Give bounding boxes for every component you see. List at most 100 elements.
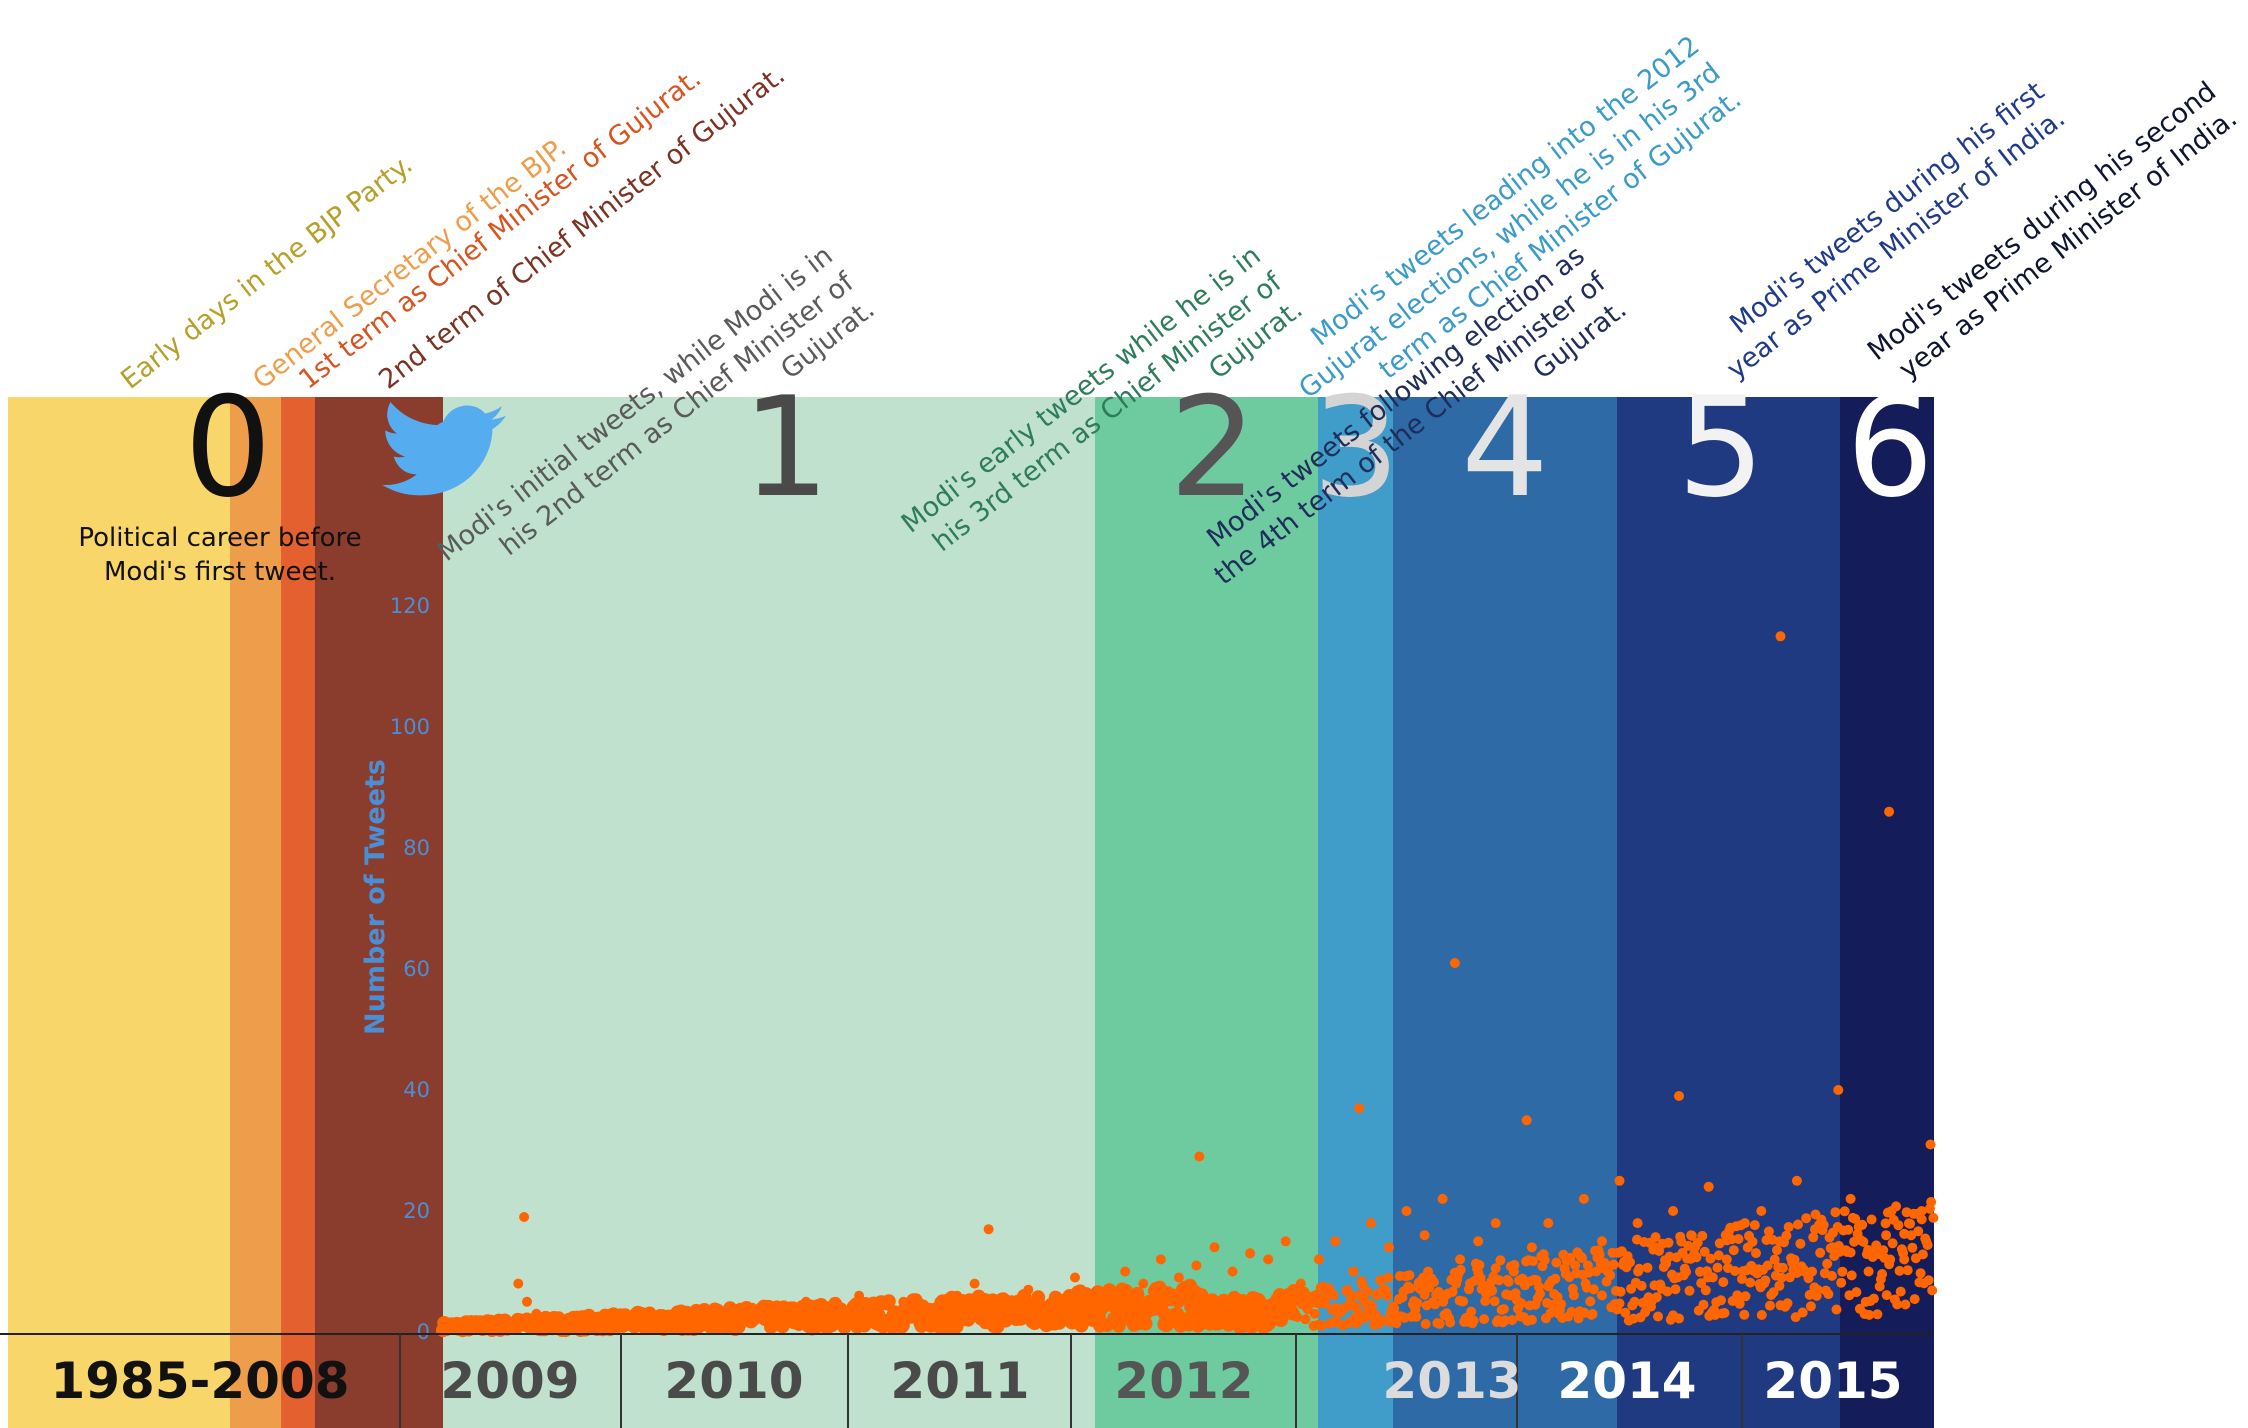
tweet-dot xyxy=(1085,1302,1096,1313)
tweet-dot xyxy=(1507,1315,1518,1326)
tweet-dot xyxy=(1827,1242,1838,1253)
tweet-dot xyxy=(1769,1254,1780,1265)
tweet-dot xyxy=(1526,1242,1537,1253)
tweet-dot xyxy=(1756,1310,1767,1320)
tweet-dot xyxy=(721,1314,731,1325)
tweet-dot xyxy=(513,1278,524,1289)
tweet-dot xyxy=(1498,1304,1509,1315)
tweet-dot xyxy=(1330,1236,1341,1247)
tweet-dot xyxy=(1697,1230,1708,1241)
tweet-dot xyxy=(1791,1175,1802,1186)
tweet-dot xyxy=(1468,1315,1479,1326)
tweet-dot xyxy=(1495,1255,1506,1266)
tweet-dot xyxy=(1905,1218,1916,1229)
tweet-dot xyxy=(632,1314,643,1325)
tweet-dot xyxy=(1588,1284,1599,1295)
tweet-dot xyxy=(875,1308,886,1319)
tweet-dot xyxy=(1543,1218,1554,1229)
tweet-dot xyxy=(1650,1242,1661,1253)
year-label-2010: 2010 xyxy=(664,1352,803,1410)
tweet-dot xyxy=(1797,1307,1808,1318)
y-tick-label: 100 xyxy=(390,715,430,739)
period-bands xyxy=(8,397,1934,1428)
tweet-dot xyxy=(1458,1296,1469,1307)
tweet-dot xyxy=(1430,1299,1441,1310)
tweet-dot xyxy=(1449,958,1460,968)
tweet-dot xyxy=(1868,1293,1879,1304)
tweet-dot xyxy=(1774,1236,1785,1247)
tweet-dot xyxy=(1732,1290,1743,1301)
tweet-dot xyxy=(1857,1219,1868,1230)
year-axis: 1985-2008 2009 2010 2011 2012 2013 2014 2015 xyxy=(0,1333,1934,1428)
tweet-dot xyxy=(1721,1254,1732,1265)
tweet-dot xyxy=(1384,1242,1394,1253)
tweet-dot xyxy=(1893,1220,1904,1231)
tweet-dot xyxy=(1684,1285,1695,1296)
tweet-dot xyxy=(1795,1238,1806,1249)
tweet-dot xyxy=(1884,806,1895,817)
tweet-dot xyxy=(1578,1193,1589,1204)
tweet-dot xyxy=(1547,1299,1558,1310)
tweet-dot xyxy=(1712,1262,1723,1273)
tweet-dot xyxy=(1419,1230,1430,1241)
tweet-dot xyxy=(1892,1299,1903,1310)
tweet-dot xyxy=(1375,1275,1386,1285)
tweet-dot xyxy=(1843,1224,1854,1235)
year-label-2013: 2013 xyxy=(1382,1352,1521,1410)
tweet-dot xyxy=(1877,1269,1888,1279)
band-period-2 xyxy=(1095,397,1318,1428)
tweet-dot xyxy=(723,1301,738,1316)
tweet-dot xyxy=(1521,1115,1532,1126)
tweet-dot xyxy=(1871,1240,1882,1251)
tweet-dot xyxy=(1922,1240,1933,1250)
tweet-dot xyxy=(1411,1311,1422,1322)
tweet-dot xyxy=(551,1314,562,1325)
tweet-dot xyxy=(995,1296,1006,1307)
year-label-2014: 2014 xyxy=(1557,1352,1696,1410)
year-label-2015: 2015 xyxy=(1763,1352,1902,1410)
tweet-dot xyxy=(1768,1287,1779,1298)
y-tick-label: 120 xyxy=(390,594,430,618)
tweet-dot xyxy=(1756,1206,1767,1216)
tweet-dot xyxy=(1781,1230,1792,1241)
pre-career-note: Political career before Modi's first twee… xyxy=(78,523,361,587)
tweet-dot xyxy=(1570,1260,1581,1271)
tweet-dot xyxy=(1881,1290,1892,1301)
tweet-dot xyxy=(1605,1270,1616,1281)
tweet-dot xyxy=(1866,1214,1877,1225)
tweet-dot xyxy=(1818,1219,1829,1230)
tweet-dot xyxy=(1718,1277,1729,1288)
tweet-dot xyxy=(1777,1262,1788,1273)
tweet-dot xyxy=(1155,1254,1166,1265)
twitter-bird-icon xyxy=(382,401,506,496)
band-period-3 xyxy=(1318,397,1393,1428)
tweet-dot xyxy=(1526,1314,1537,1325)
tweet-dot xyxy=(1551,1257,1562,1268)
tweet-dot xyxy=(1674,1313,1684,1324)
tweet-dot xyxy=(1556,1299,1567,1310)
tweet-dot xyxy=(1170,1306,1185,1321)
y-axis-title: Number of Tweets xyxy=(360,759,391,1035)
tweet-dot xyxy=(1789,1254,1800,1265)
tweet-dot xyxy=(1354,1103,1365,1114)
tweet-dot xyxy=(1775,631,1786,642)
tweet-dot xyxy=(1837,1266,1848,1277)
tweet-dot xyxy=(1642,1262,1653,1273)
tweet-dot xyxy=(1594,1249,1605,1260)
tweet-dot xyxy=(1663,1237,1674,1248)
tweet-dot xyxy=(1138,1316,1153,1331)
tweet-dot xyxy=(1447,1286,1458,1297)
tweet-dot xyxy=(1807,1266,1817,1277)
tweet-dot xyxy=(1830,1207,1841,1218)
tweet-dot xyxy=(1674,1091,1684,1101)
tweet-dot xyxy=(1670,1284,1681,1295)
tweet-dot xyxy=(1280,1236,1291,1247)
tweet-dot xyxy=(1191,1260,1202,1271)
tweet-dot xyxy=(522,1296,532,1307)
tweet-dot xyxy=(747,1302,758,1313)
tweet-dot xyxy=(1699,1246,1710,1257)
tweet-dot xyxy=(1263,1254,1274,1265)
tweet-dot xyxy=(1362,1286,1373,1297)
tweet-dot xyxy=(1653,1311,1663,1322)
